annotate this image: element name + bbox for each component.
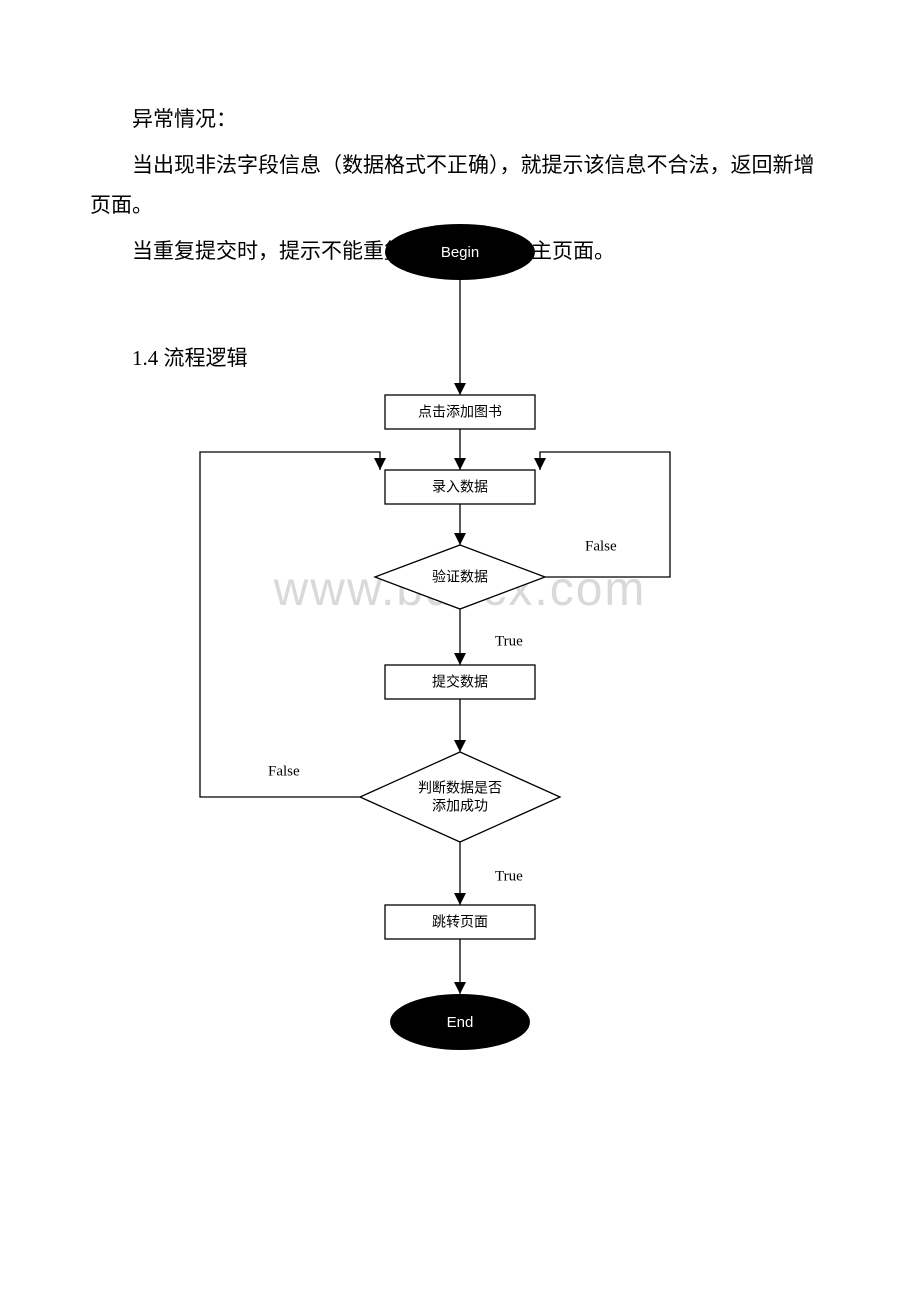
node-submit-label: 提交数据 (432, 673, 488, 689)
node-check-label-0: 判断数据是否 (418, 779, 502, 795)
edge-label-true: True (495, 868, 523, 884)
node-end-label: End (447, 1014, 474, 1031)
node-input-label: 录入数据 (432, 478, 488, 494)
node-jump-label: 跳转页面 (432, 913, 488, 929)
node-verify-label: 验证数据 (432, 568, 488, 584)
edge-label-false: False (268, 763, 300, 779)
node-addbook-label: 点击添加图书 (418, 403, 502, 419)
edge-label-false: False (585, 538, 617, 554)
flowchart-svg: True False True False Begin 点击添加图书录入数据验证数据提交数… (90, 222, 830, 1102)
edge-label-true: True (495, 633, 523, 649)
edge-check-input (200, 452, 380, 797)
document-page: 异常情况： 当出现非法字段信息（数据格式不正确），就提示该信息不合法，返回新增页… (0, 0, 920, 1182)
paragraph-1-text: 当出现非法字段信息（数据格式不正确），就提示该信息不合法，返回新增页面。 (90, 153, 815, 217)
paragraph-1: 当出现非法字段信息（数据格式不正确），就提示该信息不合法，返回新增页面。 (90, 146, 830, 226)
edge-verify-input (540, 452, 670, 577)
node-check-label-1: 添加成功 (432, 797, 488, 813)
node-begin-label: Begin (441, 244, 479, 261)
flowchart-container: www.bdocx.com TrueFalseTrueFalseBegin点击添… (90, 222, 830, 1102)
heading-exception: 异常情况： (90, 100, 830, 140)
